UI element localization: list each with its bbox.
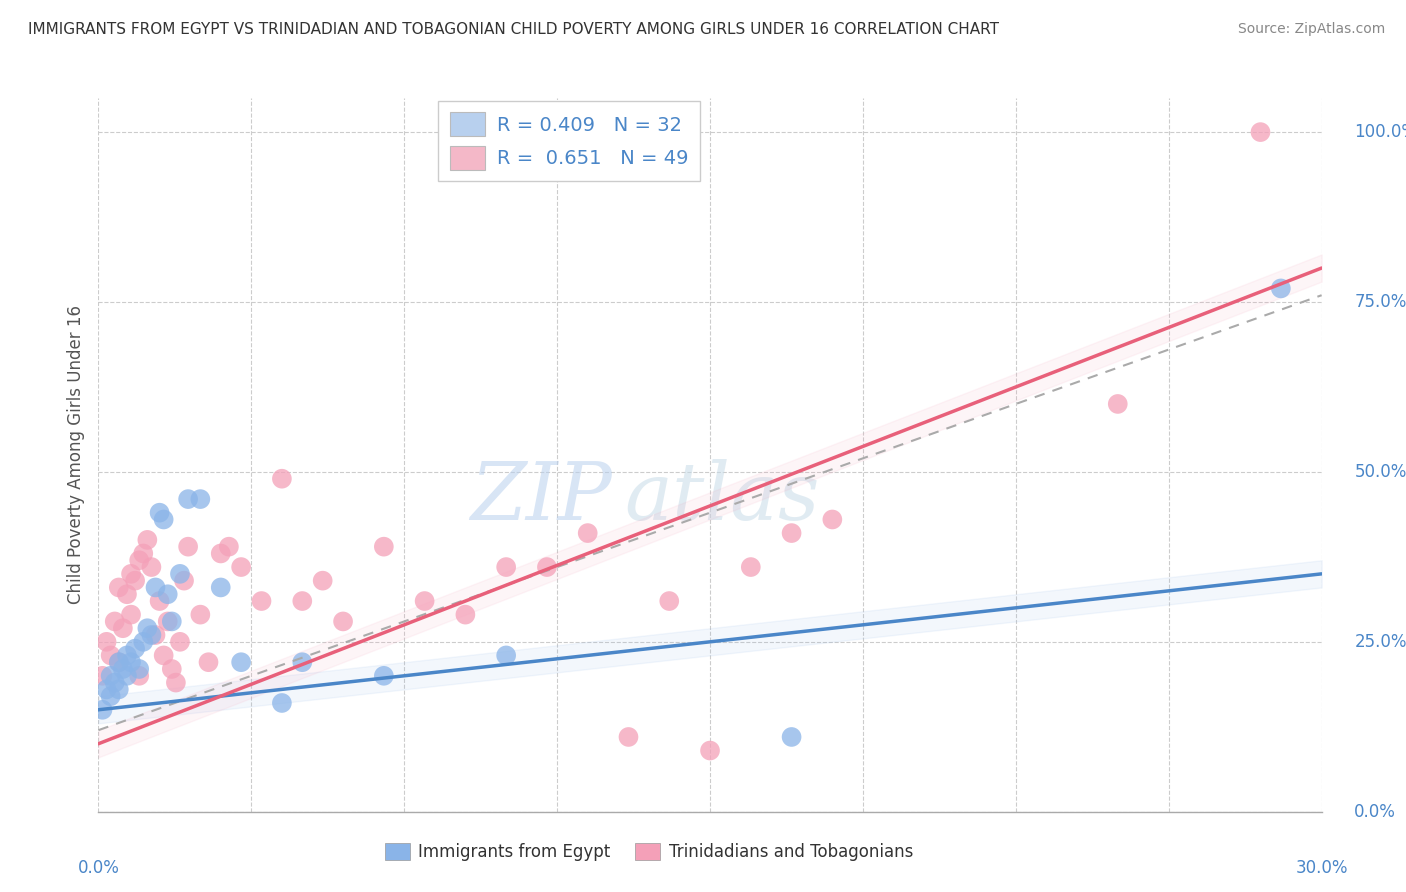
Text: 30.0%: 30.0% bbox=[1295, 859, 1348, 878]
Point bbox=[120, 566, 142, 581]
Point bbox=[111, 621, 134, 635]
Legend: R = 0.409   N = 32, R =  0.651   N = 49: R = 0.409 N = 32, R = 0.651 N = 49 bbox=[439, 101, 700, 181]
Point bbox=[141, 560, 163, 574]
Point bbox=[495, 648, 517, 663]
Point bbox=[270, 696, 294, 710]
Point bbox=[1249, 125, 1271, 139]
Point bbox=[209, 581, 232, 595]
Point bbox=[100, 648, 122, 663]
Point bbox=[152, 648, 174, 663]
Point bbox=[115, 587, 138, 601]
Point bbox=[115, 669, 138, 683]
Point bbox=[413, 594, 436, 608]
Point bbox=[312, 574, 335, 588]
Point bbox=[136, 621, 159, 635]
Point bbox=[100, 689, 122, 703]
Point bbox=[128, 669, 150, 683]
Point bbox=[536, 560, 558, 574]
Point bbox=[141, 628, 163, 642]
Point bbox=[160, 662, 183, 676]
Text: atlas: atlas bbox=[624, 459, 820, 536]
Point bbox=[821, 512, 844, 526]
Point bbox=[96, 635, 118, 649]
Point bbox=[165, 675, 187, 690]
Point bbox=[152, 512, 174, 526]
Point bbox=[250, 594, 273, 608]
Point bbox=[209, 546, 232, 560]
Text: 25.0%: 25.0% bbox=[1354, 632, 1406, 651]
Point bbox=[145, 628, 167, 642]
Point bbox=[120, 607, 142, 622]
Point bbox=[111, 662, 134, 676]
Point bbox=[128, 662, 150, 676]
Text: 0.0%: 0.0% bbox=[77, 859, 120, 878]
Text: 0.0%: 0.0% bbox=[1354, 803, 1396, 821]
Point bbox=[188, 607, 212, 622]
Point bbox=[120, 655, 142, 669]
Point bbox=[373, 669, 395, 683]
Point bbox=[149, 506, 172, 520]
Point bbox=[188, 492, 212, 507]
Point bbox=[124, 641, 146, 656]
Point bbox=[104, 675, 127, 690]
Point bbox=[231, 560, 253, 574]
Text: 50.0%: 50.0% bbox=[1354, 463, 1406, 481]
Point bbox=[91, 669, 114, 683]
Point bbox=[173, 574, 195, 588]
Point bbox=[291, 594, 314, 608]
Point bbox=[780, 730, 803, 744]
Point bbox=[91, 703, 114, 717]
Point bbox=[1270, 281, 1292, 295]
Point bbox=[169, 635, 191, 649]
Point bbox=[100, 669, 122, 683]
Point bbox=[291, 655, 314, 669]
Point bbox=[169, 566, 191, 581]
Point bbox=[373, 540, 395, 554]
Point bbox=[108, 655, 131, 669]
Point bbox=[218, 540, 240, 554]
Point bbox=[156, 587, 179, 601]
Point bbox=[270, 472, 294, 486]
Point bbox=[197, 655, 219, 669]
Point bbox=[495, 560, 517, 574]
Point bbox=[132, 546, 155, 560]
Point bbox=[658, 594, 681, 608]
Point bbox=[177, 540, 200, 554]
Point bbox=[115, 648, 138, 663]
Point bbox=[132, 635, 155, 649]
Y-axis label: Child Poverty Among Girls Under 16: Child Poverty Among Girls Under 16 bbox=[66, 305, 84, 605]
Text: 75.0%: 75.0% bbox=[1354, 293, 1406, 311]
Point bbox=[124, 574, 146, 588]
Text: Source: ZipAtlas.com: Source: ZipAtlas.com bbox=[1237, 22, 1385, 37]
Text: ZIP: ZIP bbox=[471, 459, 612, 536]
Point bbox=[136, 533, 159, 547]
Point bbox=[108, 682, 131, 697]
Point bbox=[108, 581, 131, 595]
Point bbox=[740, 560, 762, 574]
Point bbox=[231, 655, 253, 669]
Point bbox=[108, 655, 131, 669]
Point bbox=[1107, 397, 1129, 411]
Point bbox=[145, 581, 167, 595]
Point bbox=[96, 682, 118, 697]
Point bbox=[128, 553, 150, 567]
Point bbox=[156, 615, 179, 629]
Text: IMMIGRANTS FROM EGYPT VS TRINIDADIAN AND TOBAGONIAN CHILD POVERTY AMONG GIRLS UN: IMMIGRANTS FROM EGYPT VS TRINIDADIAN AND… bbox=[28, 22, 1000, 37]
Point bbox=[454, 607, 477, 622]
Point bbox=[617, 730, 640, 744]
Point bbox=[177, 492, 200, 507]
Point bbox=[149, 594, 172, 608]
Point bbox=[699, 743, 721, 757]
Point bbox=[160, 615, 183, 629]
Text: 100.0%: 100.0% bbox=[1354, 123, 1406, 141]
Point bbox=[332, 615, 354, 629]
Point bbox=[576, 526, 599, 541]
Point bbox=[780, 526, 803, 541]
Point bbox=[104, 615, 127, 629]
